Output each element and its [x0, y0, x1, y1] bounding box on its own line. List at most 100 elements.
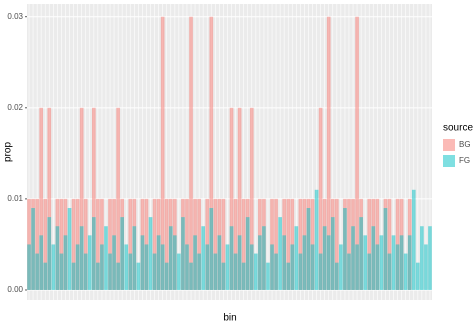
bar	[254, 253, 258, 290]
bar	[205, 244, 210, 290]
bar	[221, 262, 226, 290]
bar	[399, 235, 404, 290]
bar	[59, 198, 64, 290]
bar	[347, 198, 351, 290]
bar	[302, 235, 307, 290]
bar	[318, 107, 323, 290]
bar	[108, 253, 112, 290]
bar	[83, 198, 88, 290]
bar	[87, 235, 92, 290]
bar	[367, 253, 372, 290]
bar	[416, 262, 420, 290]
bar	[379, 235, 384, 290]
legend-title: source	[443, 123, 473, 134]
bar	[355, 16, 359, 290]
bar	[387, 253, 392, 290]
bar	[96, 262, 100, 290]
bar	[43, 198, 48, 290]
bar	[428, 226, 432, 290]
bar	[209, 208, 214, 290]
bar	[136, 262, 141, 290]
bar	[249, 244, 254, 290]
bar	[104, 226, 108, 290]
bar	[27, 244, 31, 290]
bar	[262, 226, 266, 290]
bar	[278, 217, 282, 290]
bar	[335, 262, 339, 290]
bar	[383, 208, 388, 290]
bar	[112, 235, 116, 290]
bar	[335, 198, 339, 290]
bar	[39, 107, 43, 290]
bar	[35, 198, 39, 290]
bar	[189, 16, 193, 290]
bar	[363, 235, 367, 290]
bar	[132, 226, 137, 290]
bar	[160, 16, 165, 290]
bar	[290, 244, 295, 290]
bar	[108, 198, 112, 290]
bar	[193, 235, 197, 290]
bar	[306, 208, 311, 290]
bar	[116, 262, 120, 290]
bar	[282, 235, 286, 290]
bar	[185, 244, 189, 290]
bar	[209, 16, 214, 290]
bar	[144, 244, 149, 290]
bar	[217, 235, 222, 290]
y-tick-label: 0.03	[7, 12, 23, 21]
bar	[79, 226, 84, 290]
bar	[67, 208, 72, 290]
bar	[148, 217, 153, 290]
legend-key	[443, 155, 455, 167]
bar	[326, 235, 331, 290]
bar	[375, 244, 380, 290]
bar	[55, 226, 60, 290]
bar	[351, 226, 355, 290]
y-tick-label: 0.01	[7, 194, 23, 203]
bar	[51, 244, 56, 290]
bar	[120, 217, 124, 290]
y-axis-title: prop	[3, 142, 14, 162]
bar	[152, 198, 157, 290]
bar	[164, 198, 169, 290]
x-axis-title: bin	[223, 313, 236, 324]
legend-label: BG	[459, 140, 471, 149]
bar	[39, 235, 43, 290]
bar	[83, 253, 88, 290]
y-tick-label: 0.02	[7, 103, 23, 112]
bar	[274, 253, 278, 290]
bar	[96, 198, 100, 290]
legend-key	[443, 139, 455, 151]
bar	[168, 226, 173, 290]
bar	[403, 253, 408, 290]
bar	[71, 198, 76, 290]
bar	[229, 226, 234, 290]
bar	[367, 198, 372, 290]
bar	[47, 217, 52, 290]
bar	[245, 217, 250, 290]
bar	[47, 107, 52, 290]
bar	[213, 198, 218, 290]
bar	[420, 226, 424, 290]
bar	[177, 253, 181, 290]
bar	[213, 253, 218, 290]
bar	[124, 244, 129, 290]
bar	[189, 262, 193, 290]
bar	[229, 107, 234, 290]
bar	[75, 244, 80, 290]
bar	[79, 107, 84, 290]
bar	[63, 235, 68, 290]
bar	[286, 198, 291, 290]
bar	[270, 244, 274, 290]
bar	[92, 107, 96, 290]
bar	[160, 244, 165, 290]
bar	[241, 198, 246, 290]
bar	[237, 235, 242, 290]
bar	[173, 235, 177, 290]
bar	[156, 235, 161, 290]
bar	[258, 235, 262, 290]
bar	[197, 198, 201, 290]
bar	[164, 262, 169, 290]
